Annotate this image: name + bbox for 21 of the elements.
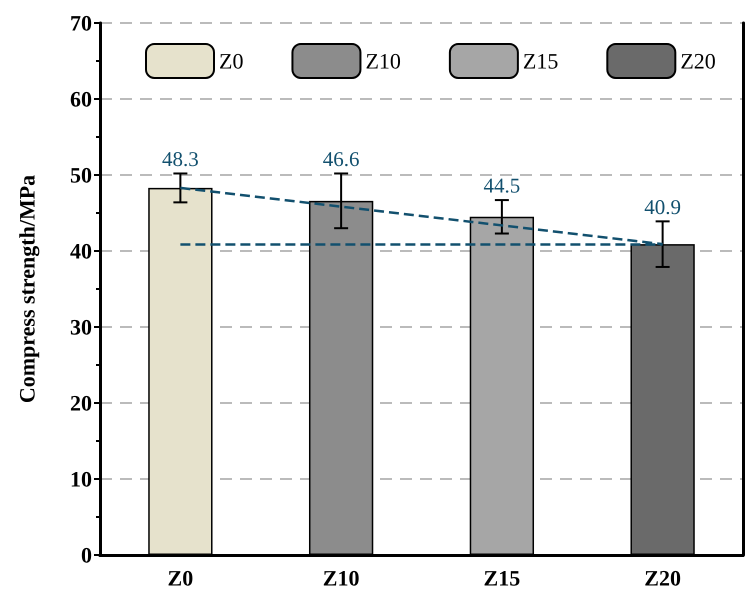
y-tick-label: 10 [70,466,92,492]
y-tick-label: 70 [70,10,92,36]
y-tick-label: 20 [70,390,92,416]
y-tick-label: 0 [81,542,92,568]
x-tick-label: Z20 [644,566,681,590]
x-tick-label: Z0 [168,566,194,590]
legend-label: Z20 [680,48,716,74]
x-tick-label: Z10 [322,566,360,590]
data-label: 44.5 [484,174,520,198]
legend-label: Z0 [219,48,244,74]
y-tick-label: 60 [70,86,92,112]
y-axis-title: Compress strength/MPa [14,174,40,404]
y-tick-label: 40 [70,238,92,264]
data-label: 40.9 [644,194,681,219]
data-label: 48.3 [162,146,199,171]
y-tick-label: 30 [70,314,92,340]
legend-label: Z15 [522,48,558,74]
data-label: 46.6 [322,146,360,171]
y-tick-label: 50 [70,162,92,188]
legend-label: Z10 [365,48,401,74]
x-tick-label: Z15 [484,566,520,590]
